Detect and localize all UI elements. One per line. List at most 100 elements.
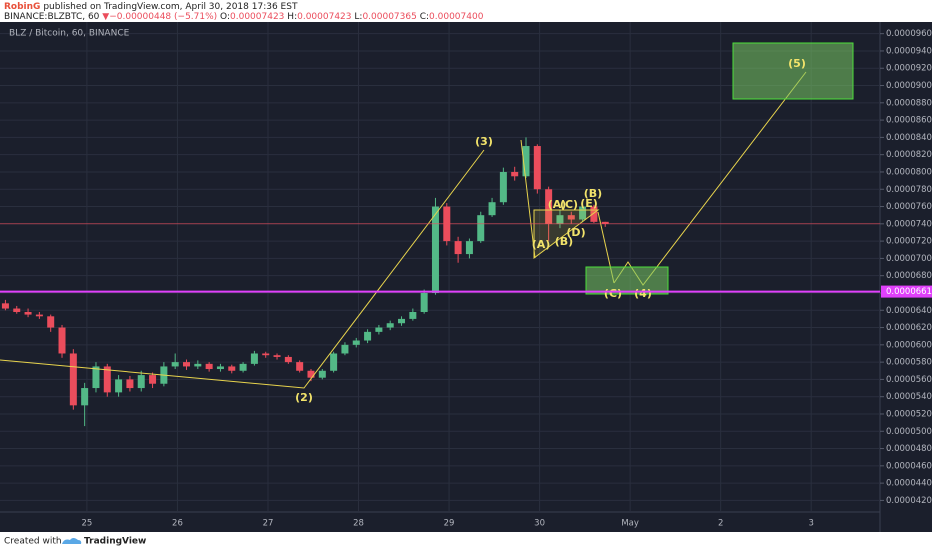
- candle-body: [103, 366, 111, 393]
- wave-label: (B): [584, 187, 602, 200]
- candle-body: [92, 366, 100, 389]
- symbol: BINANCE:BLZBTC, 60: [4, 12, 100, 22]
- x-tick-label: May: [621, 519, 639, 529]
- x-tick-label: 30: [534, 519, 545, 529]
- candle-body: [81, 388, 89, 406]
- wave-line: [0, 149, 485, 389]
- publish-line: RobinG published on TradingView.com, Apr…: [4, 2, 298, 12]
- candle-body: [499, 171, 507, 203]
- candle-body: [465, 241, 473, 255]
- candle-body: [318, 370, 326, 378]
- footer-created: Created with: [4, 537, 62, 547]
- candle-body: [216, 366, 224, 370]
- candle-body: [24, 311, 32, 315]
- chart-title: BLZ / Bitcoin, 60, BINANCE: [9, 29, 130, 39]
- candle-body: [13, 308, 21, 312]
- c-label: C:: [420, 12, 429, 22]
- annotations: (2) (3) (A) (B) (A) (C) (E) (B) (D) (C) …: [295, 57, 806, 404]
- candle-body: [194, 363, 202, 367]
- candle-body: [477, 215, 485, 242]
- target-box: [585, 266, 669, 295]
- candle-body: [590, 206, 598, 222]
- candle-body: [58, 327, 66, 354]
- wave-label: (E): [580, 197, 598, 210]
- ohlc-line: BINANCE:BLZBTC, 60 ▼−0.00000448 (−5.71%)…: [4, 12, 484, 22]
- x-tick-label: 27: [263, 519, 274, 529]
- h: 0.00007423: [297, 12, 351, 22]
- candle-body: [488, 202, 496, 216]
- x-tick-label: 25: [81, 519, 92, 529]
- candle-body: [398, 318, 406, 324]
- wave-label: (A): [532, 238, 551, 251]
- candle-body: [69, 353, 77, 406]
- wave-label: (2): [295, 391, 313, 404]
- h-label: H:: [287, 12, 297, 22]
- level-label: 0.00006616: [886, 287, 932, 297]
- c: 0.00007400: [429, 12, 484, 22]
- candle-body: [556, 215, 564, 224]
- candle-body: [533, 146, 541, 190]
- x-tick-label: 2: [718, 519, 723, 529]
- candle-body: [579, 206, 587, 220]
- triangle: [533, 209, 600, 259]
- candle-body: [567, 215, 575, 220]
- candle-body: [262, 353, 270, 356]
- candle-body: [239, 363, 247, 371]
- candle-body: [183, 362, 191, 367]
- candle-body: [149, 375, 157, 384]
- author[interactable]: RobinG: [4, 2, 40, 12]
- wave-label: (B): [555, 235, 573, 248]
- candle-body: [296, 362, 304, 371]
- x-tick-label: 28: [353, 519, 364, 529]
- candle-body: [171, 362, 179, 367]
- chart-bg: [0, 22, 932, 532]
- candle-body: [409, 311, 417, 319]
- candle-body: [431, 206, 439, 293]
- grid: [0, 22, 880, 512]
- candle-body: [137, 375, 145, 389]
- o: 0.00007423: [230, 12, 284, 22]
- candle-body: [364, 331, 372, 341]
- change: −0.00000448 (−5.71%): [109, 12, 217, 22]
- wave-label: (C): [560, 198, 578, 211]
- published: published on TradingView.com, April 30, …: [43, 2, 298, 12]
- wave-label: (D): [566, 226, 585, 239]
- o-label: O:: [220, 12, 230, 22]
- candle-body: [352, 340, 360, 345]
- candle-body: [341, 344, 349, 354]
- wave-label: (C): [604, 287, 622, 300]
- candle-body: [284, 356, 292, 363]
- candle-body: [47, 316, 55, 328]
- wave-line: [520, 139, 536, 259]
- l: 0.00007365: [362, 12, 416, 22]
- candle-body: [250, 353, 258, 364]
- footer-brand[interactable]: TradingView: [84, 537, 146, 547]
- candle-body: [205, 363, 213, 370]
- candle-body: [522, 146, 530, 177]
- candle-body: [386, 323, 394, 328]
